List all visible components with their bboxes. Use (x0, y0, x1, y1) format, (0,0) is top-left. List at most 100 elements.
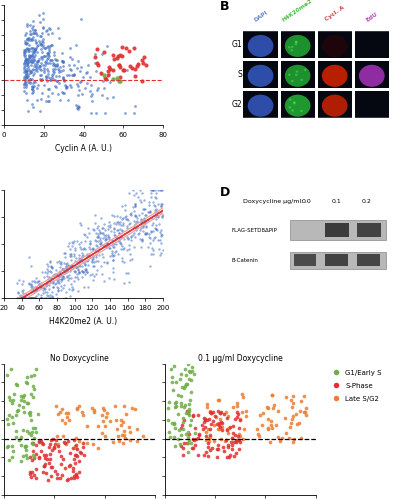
Point (67, 450, 73, 458)
Point (90, 244, 96, 252)
Bar (243, 61, 278, 88)
Point (102, 243, 108, 251)
Point (44, 268, 51, 276)
Point (26, 52, 33, 60)
Point (33, 282, 39, 290)
Point (107, 78, 113, 86)
Point (53, 402, 59, 410)
Point (132, 218, 139, 226)
Point (79, 90, 85, 98)
Point (71, 60, 77, 68)
Point (166, 428, 173, 436)
Point (235, 424, 242, 432)
Point (50, 278, 56, 286)
Point (36, 438, 42, 446)
Point (88, 97, 95, 105)
Point (285, 434, 292, 442)
Point (123, 212, 129, 220)
Point (235, 436, 241, 444)
Point (81, 230, 87, 237)
Point (139, 188, 145, 196)
Point (66, 239, 72, 247)
Point (60, 273, 66, 281)
Point (77, 255, 83, 263)
Point (23, 73, 29, 81)
Point (283, 394, 289, 402)
Point (42, 61, 48, 69)
Point (18, 433, 24, 441)
Point (55, 276, 61, 284)
Point (34, 42, 40, 50)
Point (51, 280, 58, 287)
Point (153, 189, 160, 197)
Point (94, 266, 100, 274)
Point (268, 392, 275, 400)
Point (20, 294, 26, 302)
Point (75, 105, 81, 113)
Point (40, 284, 47, 292)
Point (20, 426, 26, 434)
Point (21, 83, 28, 91)
Point (99, 429, 105, 437)
Point (214, 420, 220, 428)
Point (118, 416, 124, 424)
Point (29, 34, 35, 42)
Point (29, 382, 36, 390)
Point (143, 211, 149, 219)
Point (21, 294, 28, 302)
Point (290, 399, 297, 407)
Point (298, 434, 305, 442)
Point (41, 462, 48, 469)
Point (37, 62, 44, 70)
Point (42, 284, 48, 292)
Point (31, 26, 38, 34)
Point (125, 269, 131, 277)
Point (55, 90, 61, 98)
Point (53, 270, 60, 278)
Point (119, 52, 125, 60)
Point (114, 212, 120, 220)
Point (25, 400, 31, 407)
Point (95, 84, 101, 92)
Point (224, 414, 230, 422)
Point (117, 51, 123, 59)
Point (33, 428, 39, 436)
Point (40, 468, 46, 475)
Point (32, 26, 38, 34)
Point (28, 294, 35, 302)
Point (41, 81, 47, 89)
Point (49, 29, 55, 37)
Point (106, 274, 112, 282)
Point (143, 222, 149, 230)
Point (23, 71, 29, 79)
Point (132, 405, 138, 413)
Point (83, 266, 89, 274)
Point (125, 242, 132, 250)
Point (142, 205, 148, 213)
Point (200, 452, 207, 460)
Point (26, 294, 33, 302)
Point (26, 58, 32, 66)
Point (97, 240, 104, 248)
Point (85, 283, 91, 291)
Point (38, 41, 44, 49)
Point (23, 446, 29, 454)
Point (122, 206, 129, 214)
Point (123, 246, 130, 254)
Point (27, 26, 33, 34)
Point (24, 67, 30, 75)
Point (141, 53, 148, 61)
Point (56, 268, 62, 276)
Point (20, 289, 26, 297)
Point (104, 260, 110, 268)
Point (215, 396, 221, 404)
Point (31, 62, 38, 70)
Point (229, 442, 235, 450)
Point (28, 294, 34, 302)
Point (121, 258, 127, 266)
Point (224, 426, 230, 434)
Point (42, 454, 48, 462)
Point (64, 72, 70, 80)
Point (269, 424, 275, 432)
Point (59, 265, 65, 273)
